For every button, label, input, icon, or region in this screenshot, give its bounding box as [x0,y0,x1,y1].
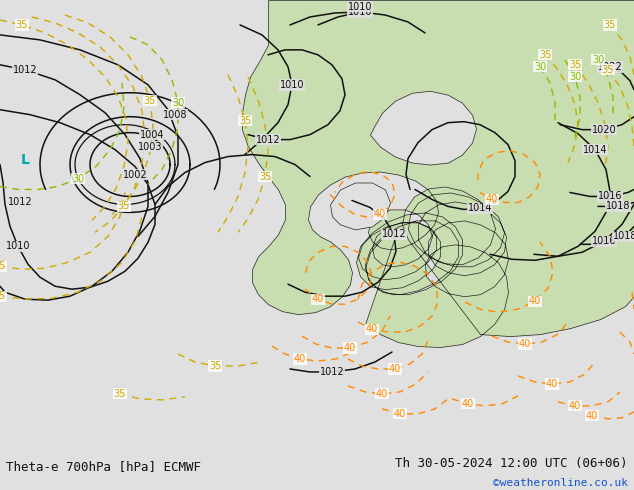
Text: 1016: 1016 [592,236,616,246]
Text: 40: 40 [462,399,474,409]
Text: 35: 35 [604,20,616,30]
Text: 30: 30 [534,62,546,72]
Text: 1020: 1020 [592,124,616,135]
Text: 35: 35 [0,291,6,301]
Text: 40: 40 [486,195,498,204]
Text: 40: 40 [546,379,558,389]
Text: 30: 30 [569,72,581,82]
Text: 1008: 1008 [163,110,187,120]
Text: L: L [20,152,29,167]
Text: 1014: 1014 [468,203,492,214]
Text: 1012: 1012 [13,65,37,75]
Text: 40: 40 [344,343,356,353]
Text: 35: 35 [118,201,130,211]
Text: 1018: 1018 [605,201,630,211]
Text: ©weatheronline.co.uk: ©weatheronline.co.uk [493,478,628,489]
Text: 40: 40 [569,401,581,411]
Text: 35: 35 [16,20,28,30]
Text: 40: 40 [586,411,598,421]
Text: 40: 40 [374,209,386,220]
Text: 35: 35 [602,65,614,75]
Text: 35: 35 [144,96,156,106]
Text: 40: 40 [389,364,401,374]
Text: 30: 30 [592,55,604,65]
Text: 40: 40 [529,296,541,306]
Text: 40: 40 [294,354,306,364]
Text: Th 30-05-2024 12:00 UTC (06+06): Th 30-05-2024 12:00 UTC (06+06) [395,457,628,470]
Text: 1004: 1004 [139,130,164,140]
Text: 1022: 1022 [598,62,623,72]
Text: 35: 35 [114,389,126,399]
Text: 1012: 1012 [256,135,280,145]
Text: 35: 35 [259,172,271,181]
Text: 35: 35 [539,50,551,60]
Text: 1016: 1016 [598,192,622,201]
Text: 35: 35 [0,261,6,271]
Text: 35: 35 [569,60,581,70]
Text: 30: 30 [72,173,84,183]
Text: 1002: 1002 [123,170,147,179]
Text: 1018: 1018 [612,231,634,242]
Text: 1014: 1014 [583,145,607,154]
Text: 40: 40 [394,409,406,419]
Text: 35: 35 [209,361,221,371]
Text: 1010: 1010 [348,2,372,12]
Text: 40: 40 [312,294,324,304]
Text: Theta-e 700hPa [hPa] ECMWF: Theta-e 700hPa [hPa] ECMWF [6,460,202,473]
Text: 35: 35 [239,116,251,125]
Text: 1012: 1012 [382,229,406,239]
Text: 40: 40 [366,324,378,334]
Text: 1012: 1012 [320,367,344,377]
Text: 1003: 1003 [138,142,162,151]
Text: 1010: 1010 [6,241,30,251]
Text: 1010: 1010 [348,7,372,17]
Text: 1010: 1010 [280,80,304,90]
Text: 40: 40 [519,339,531,349]
Text: 40: 40 [376,389,388,399]
Text: 30: 30 [172,98,184,108]
Text: 1012: 1012 [8,197,32,207]
